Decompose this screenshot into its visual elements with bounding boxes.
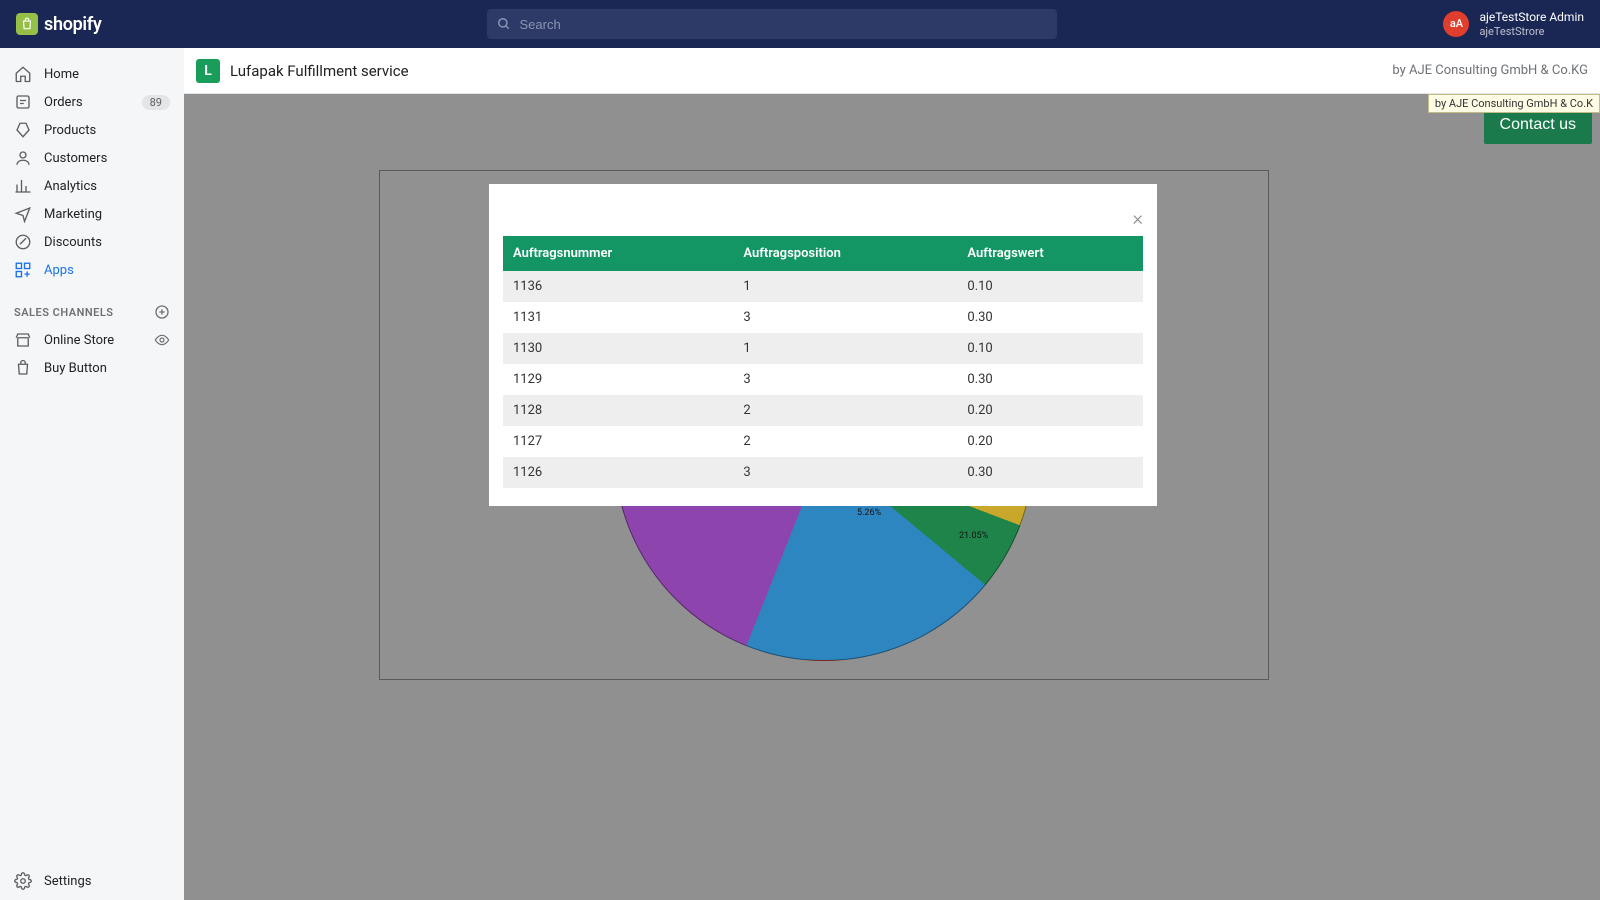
table-cell: 1126 xyxy=(503,457,733,488)
nav-discounts-label: Discounts xyxy=(44,235,102,250)
customers-icon xyxy=(14,149,32,167)
user-name: ajeTestStore Admin xyxy=(1479,10,1584,24)
search-box[interactable] xyxy=(487,9,1057,39)
settings-label: Settings xyxy=(44,874,91,889)
table-cell: 1136 xyxy=(503,271,733,302)
app-title: Lufapak Fulfillment service xyxy=(230,62,409,80)
table-cell: 1130 xyxy=(503,333,733,364)
table-cell: 2 xyxy=(733,426,957,457)
app-logo: L xyxy=(196,59,220,83)
user-info: ajeTestStore Admin ajeTestStrore xyxy=(1479,10,1584,38)
add-channel-icon[interactable] xyxy=(154,304,170,320)
marketing-icon xyxy=(14,205,32,223)
search-input[interactable] xyxy=(519,17,1047,32)
search-wrap xyxy=(102,9,1444,39)
main: L Lufapak Fulfillment service by AJE Con… xyxy=(184,48,1600,900)
table-cell: 1127 xyxy=(503,426,733,457)
table-header-row: Auftragsnummer Auftragsposition Auftrags… xyxy=(503,236,1143,271)
nav-orders[interactable]: Orders 89 xyxy=(0,88,184,116)
brand-logo[interactable]: shopify xyxy=(16,13,102,35)
table-row[interactable]: 112720.20 xyxy=(503,426,1143,457)
nav-home[interactable]: Home xyxy=(0,60,184,88)
user-menu[interactable]: aA ajeTestStore Admin ajeTestStrore xyxy=(1443,10,1584,38)
pie-label-2: 5.26% xyxy=(857,508,881,518)
nav-orders-label: Orders xyxy=(44,95,83,110)
nav-customers-label: Customers xyxy=(44,151,107,166)
brand-text: shopify xyxy=(44,14,102,35)
nav-products-label: Products xyxy=(44,123,96,138)
table-row[interactable]: 112630.30 xyxy=(503,457,1143,488)
orders-icon xyxy=(14,93,32,111)
nav-settings[interactable]: Settings xyxy=(0,862,184,900)
orders-table: Auftragsnummer Auftragsposition Auftrags… xyxy=(503,236,1143,488)
app-by: by AJE Consulting GmbH & Co.KG xyxy=(1392,63,1588,78)
close-icon[interactable]: × xyxy=(1133,208,1143,228)
user-store: ajeTestStrore xyxy=(1479,25,1584,38)
discounts-icon xyxy=(14,233,32,251)
channel-buy-button-label: Buy Button xyxy=(44,361,107,376)
sales-channels-header: SALES CHANNELS xyxy=(0,284,184,326)
nav-marketing[interactable]: Marketing xyxy=(0,200,184,228)
table-row[interactable]: 112820.20 xyxy=(503,395,1143,426)
sales-channels-title: SALES CHANNELS xyxy=(14,306,114,319)
table-cell: 1131 xyxy=(503,302,733,333)
products-icon xyxy=(14,121,32,139)
pie-label-1: 21.05% xyxy=(959,531,988,541)
orders-badge: 89 xyxy=(142,95,170,110)
table-cell: 0.30 xyxy=(957,302,1143,333)
nav-discounts[interactable]: Discounts xyxy=(0,228,184,256)
table-row[interactable]: 113610.10 xyxy=(503,271,1143,302)
modal: × Auftragsnummer Auftragsposition Auftra… xyxy=(489,184,1157,506)
store-icon xyxy=(14,331,32,349)
sidebar: Home Orders 89 Products Customers Analyt… xyxy=(0,48,184,900)
table-cell: 1 xyxy=(733,271,957,302)
table-cell: 1128 xyxy=(503,395,733,426)
channel-online-store[interactable]: Online Store xyxy=(0,326,184,354)
table-cell: 3 xyxy=(733,364,957,395)
table-row[interactable]: 113130.30 xyxy=(503,302,1143,333)
channel-buy-button[interactable]: Buy Button xyxy=(0,354,184,382)
table-cell: 0.20 xyxy=(957,426,1143,457)
table-cell: 0.30 xyxy=(957,364,1143,395)
table-cell: 0.20 xyxy=(957,395,1143,426)
buy-icon xyxy=(14,359,32,377)
table-cell: 0.10 xyxy=(957,271,1143,302)
main-nav: Home Orders 89 Products Customers Analyt… xyxy=(0,48,184,284)
gear-icon xyxy=(14,872,32,890)
app-header: L Lufapak Fulfillment service by AJE Con… xyxy=(184,48,1600,94)
avatar: aA xyxy=(1443,11,1469,37)
table-row[interactable]: 112930.30 xyxy=(503,364,1143,395)
nav-analytics[interactable]: Analytics xyxy=(0,172,184,200)
nav-marketing-label: Marketing xyxy=(44,207,102,222)
th-auftragswert: Auftragswert xyxy=(957,236,1143,271)
nav-apps[interactable]: Apps xyxy=(0,256,184,284)
nav-products[interactable]: Products xyxy=(0,116,184,144)
table-cell: 2 xyxy=(733,395,957,426)
topbar: shopify aA ajeTestStore Admin ajeTestStr… xyxy=(0,0,1600,48)
table-row[interactable]: 113010.10 xyxy=(503,333,1143,364)
table-cell: 3 xyxy=(733,457,957,488)
channel-online-store-label: Online Store xyxy=(44,333,114,348)
nav-analytics-label: Analytics xyxy=(44,179,97,194)
table-cell: 1 xyxy=(733,333,957,364)
table-cell: 3 xyxy=(733,302,957,333)
eye-icon[interactable] xyxy=(154,332,170,348)
nav-home-label: Home xyxy=(44,67,79,82)
table-cell: 1129 xyxy=(503,364,733,395)
table-cell: 0.10 xyxy=(957,333,1143,364)
nav-apps-label: Apps xyxy=(44,263,74,278)
table-cell: 0.30 xyxy=(957,457,1143,488)
th-auftragsposition: Auftragsposition xyxy=(733,236,957,271)
by-tooltip: by AJE Consulting GmbH & Co.K xyxy=(1428,94,1600,113)
th-auftragsnummer: Auftragsnummer xyxy=(503,236,733,271)
shopify-bag-icon xyxy=(16,13,38,35)
search-icon xyxy=(497,17,511,31)
home-icon xyxy=(14,65,32,83)
apps-icon xyxy=(14,261,32,279)
nav-customers[interactable]: Customers xyxy=(0,144,184,172)
app-body: by AJE Consulting GmbH & Co.K Contact us… xyxy=(184,94,1600,900)
analytics-icon xyxy=(14,177,32,195)
